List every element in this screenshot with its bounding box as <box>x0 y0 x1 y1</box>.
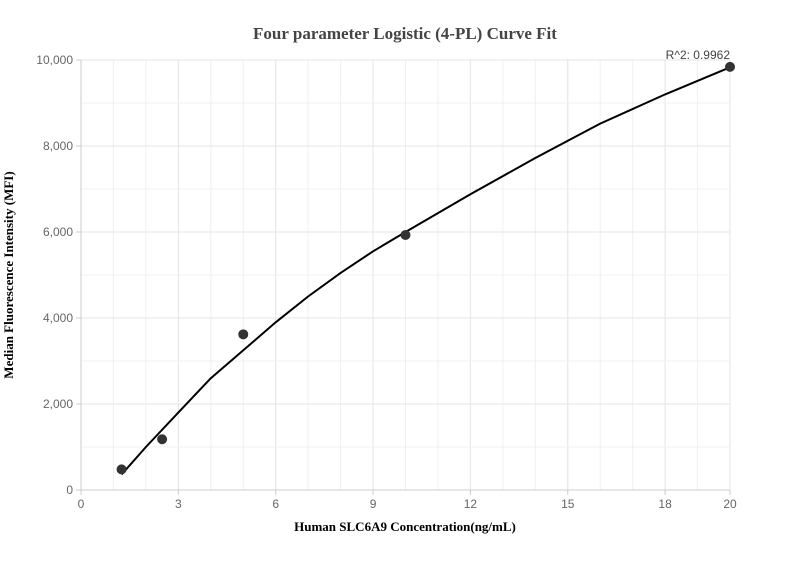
x-tick-label: 9 <box>370 497 377 511</box>
y-tick-label: 0 <box>66 483 73 497</box>
data-point <box>157 434 168 445</box>
grid-layer <box>80 59 731 491</box>
y-axis-title: Median Fluorescence Intensity (MFI) <box>1 171 16 378</box>
y-tick-label: 8,000 <box>43 139 73 153</box>
x-tick-label: 18 <box>658 497 672 511</box>
data-point <box>725 61 735 72</box>
data-point <box>400 230 411 241</box>
x-tick-label: 3 <box>175 497 182 511</box>
chart-title: Four parameter Logistic (4-PL) Curve Fit <box>253 24 557 43</box>
data-point <box>116 464 127 475</box>
y-tick-label: 4,000 <box>43 311 73 325</box>
point-layer <box>116 61 735 475</box>
x-tick-label: 0 <box>78 497 85 511</box>
fit-curve-line <box>120 66 731 476</box>
x-tick-label: 6 <box>272 497 279 511</box>
x-tick-label: 20 <box>723 497 737 511</box>
axis-layer: 0 3 6 9 12 15 18 20 0 2,000 4,000 6,000 8,000 10,000 <box>36 53 737 511</box>
x-axis-title: Human SLC6A9 Concentration(ng/mL) <box>294 519 516 534</box>
x-tick-label: 12 <box>464 497 478 511</box>
y-tick-label: 6,000 <box>43 225 73 239</box>
x-tick-label: 15 <box>561 497 575 511</box>
y-tick-label: 2,000 <box>43 397 73 411</box>
y-tick-label: 10,000 <box>36 53 73 67</box>
r-squared-annotation: R^2: 0.9962 <box>666 48 731 62</box>
data-point <box>238 329 249 340</box>
curve-layer <box>120 66 731 476</box>
